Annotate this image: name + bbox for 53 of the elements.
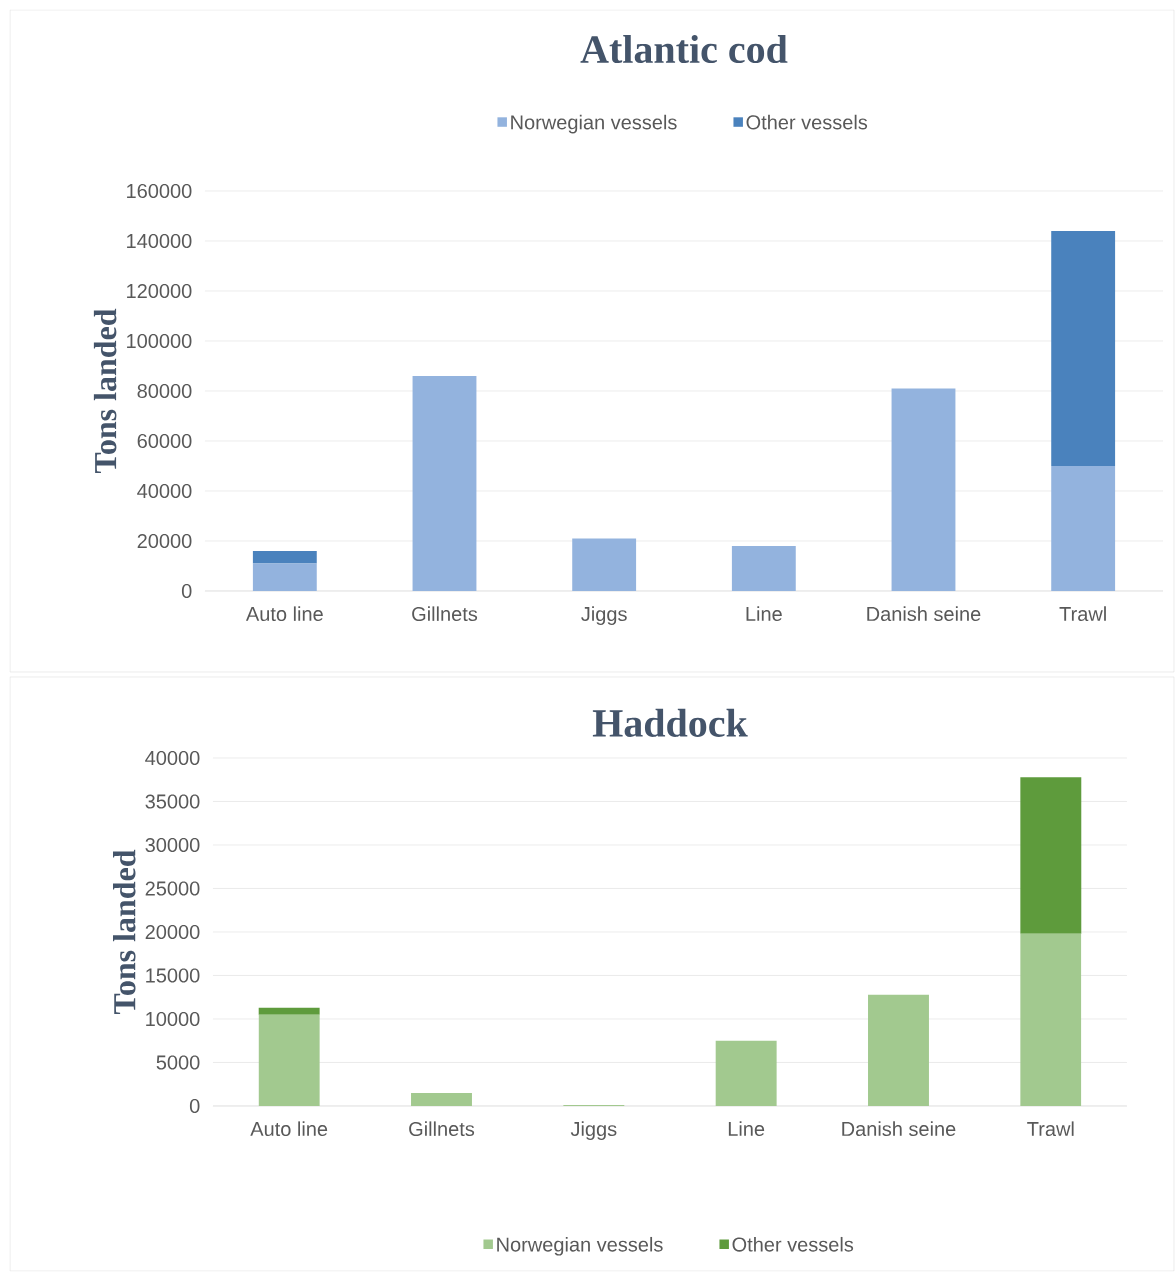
y-tick-label: 20000 bbox=[145, 924, 200, 940]
y-tick-label: 25000 bbox=[145, 881, 200, 896]
legend-label: Other vessels bbox=[732, 1236, 854, 1252]
x-tick-label: Danish seine bbox=[867, 606, 981, 622]
y-tick-label: 0 bbox=[189, 1098, 200, 1114]
y-tick-label: 40000 bbox=[145, 750, 200, 766]
bar bbox=[1020, 933, 1082, 1106]
chart-title: Haddock bbox=[592, 708, 748, 737]
y-tick-label: 35000 bbox=[145, 794, 200, 809]
y-tick-label: 100000 bbox=[127, 333, 192, 349]
bar bbox=[411, 1092, 472, 1106]
y-tick-label: 160000 bbox=[127, 183, 192, 199]
y-tick-label: 0 bbox=[181, 583, 192, 599]
bar bbox=[1020, 777, 1082, 934]
y-tick-label: 15000 bbox=[146, 968, 200, 983]
y-tick-label: 30000 bbox=[145, 837, 200, 853]
bar bbox=[412, 375, 477, 591]
chart-title: Atlantic cod bbox=[580, 34, 788, 64]
x-tick-label: Jiggs bbox=[581, 606, 627, 626]
x-tick-label: Line bbox=[746, 606, 782, 622]
y-tick-label: 120000 bbox=[127, 283, 192, 299]
x-tick-label: Gillnets bbox=[409, 1121, 475, 1137]
bar bbox=[572, 538, 637, 591]
bar bbox=[1051, 231, 1116, 466]
x-tick-label: Auto line bbox=[245, 606, 323, 622]
legend-label: Other vessels bbox=[746, 114, 868, 130]
y-tick-label: 10000 bbox=[146, 1011, 200, 1027]
bar bbox=[252, 550, 317, 564]
y-axis-title: Tons landed bbox=[93, 308, 117, 474]
y-axis-title: Tons landed bbox=[113, 849, 136, 1015]
bar bbox=[868, 994, 929, 1106]
bar bbox=[258, 1007, 320, 1015]
x-tick-label: Auto line bbox=[250, 1121, 328, 1137]
bar bbox=[1051, 466, 1116, 591]
y-tick-label: 5000 bbox=[156, 1055, 200, 1070]
legend-label: Norwegian vessels bbox=[511, 114, 677, 134]
y-tick-label: 40000 bbox=[137, 483, 192, 499]
y-tick-label: 60000 bbox=[137, 433, 192, 449]
x-tick-label: Gillnets bbox=[412, 606, 478, 622]
x-tick-label: Line bbox=[728, 1121, 765, 1137]
x-tick-label: Trawl bbox=[1059, 606, 1106, 622]
bar bbox=[258, 1014, 320, 1106]
y-tick-label: 80000 bbox=[137, 383, 192, 399]
bar bbox=[731, 546, 796, 591]
y-tick-label: 20000 bbox=[137, 533, 192, 549]
bar bbox=[252, 563, 317, 591]
x-tick-label: Jiggs bbox=[570, 1121, 617, 1141]
y-tick-label: 140000 bbox=[127, 233, 192, 249]
legend-label: Norwegian vessels bbox=[497, 1236, 663, 1256]
bar bbox=[891, 388, 956, 591]
x-tick-label: Trawl bbox=[1027, 1121, 1074, 1137]
x-tick-label: Danish seine bbox=[842, 1121, 956, 1137]
bar bbox=[715, 1040, 777, 1106]
